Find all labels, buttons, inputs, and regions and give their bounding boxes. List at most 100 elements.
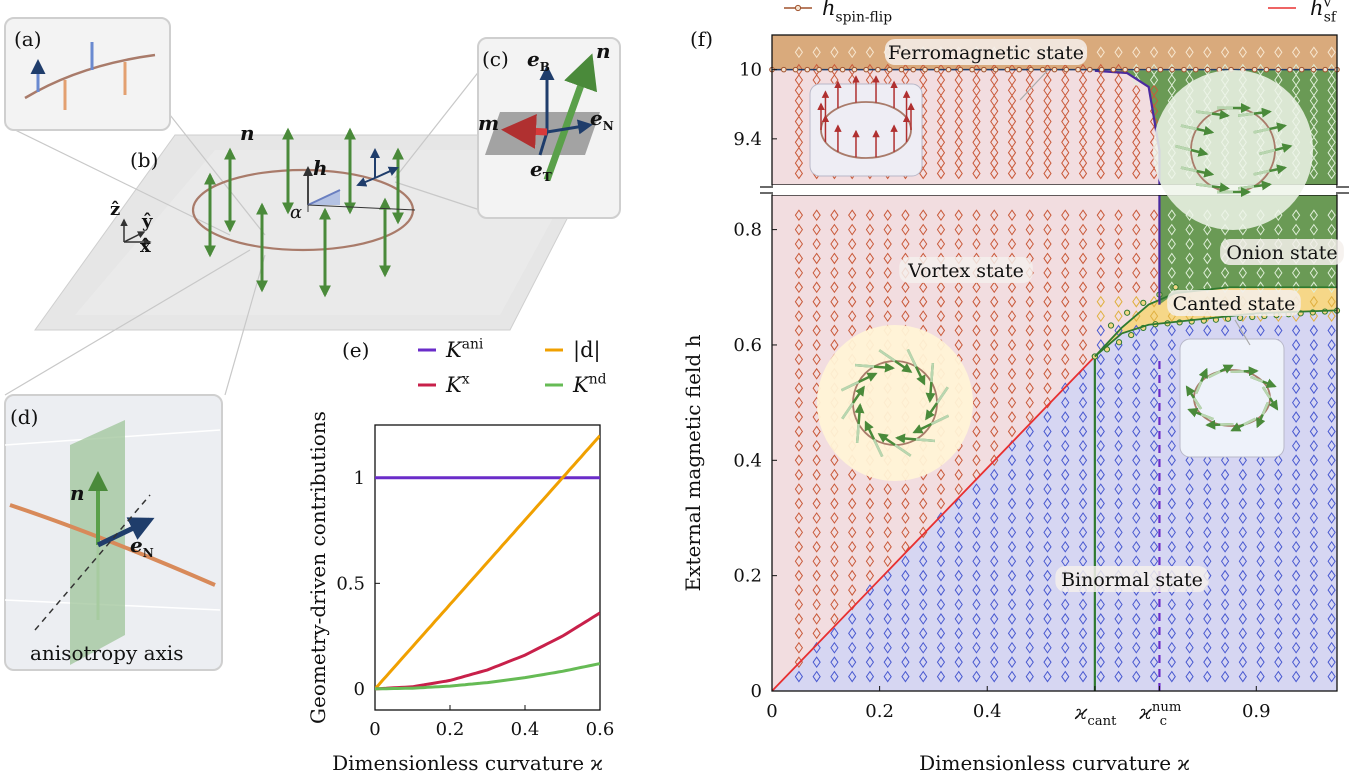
state-marker <box>1114 454 1123 467</box>
state-marker <box>1220 627 1230 640</box>
spin-flip-marker <box>1004 66 1011 73</box>
state-marker <box>1096 656 1105 669</box>
state-marker <box>1061 627 1070 640</box>
panel-c-m: m <box>478 111 499 135</box>
state-marker <box>1061 223 1070 236</box>
state-marker <box>1327 209 1336 222</box>
state-marker <box>1096 146 1105 159</box>
state-marker <box>1149 613 1159 625</box>
state-marker <box>919 656 928 669</box>
state-marker <box>794 281 804 294</box>
state-marker <box>1309 382 1318 395</box>
state-marker <box>1132 238 1141 250</box>
spin-flip-marker <box>875 66 881 73</box>
state-marker <box>972 569 981 582</box>
state-marker <box>901 526 910 539</box>
chart-f-legend: hspin-flip hv sf <box>784 0 1337 25</box>
state-marker <box>954 115 963 128</box>
state-marker <box>1025 324 1034 337</box>
state-marker <box>848 238 857 250</box>
state-marker <box>1007 146 1017 159</box>
state-marker <box>1078 295 1088 308</box>
state-marker <box>1167 46 1176 59</box>
state-marker <box>1061 281 1070 294</box>
legend-label-h-sf: hv sf <box>1310 0 1337 25</box>
state-marker <box>972 310 981 322</box>
state-marker <box>848 223 857 236</box>
state-marker <box>1007 167 1017 180</box>
state-marker <box>1078 526 1088 539</box>
state-marker <box>1185 223 1194 236</box>
state-marker <box>919 497 928 510</box>
state-marker <box>901 641 910 654</box>
state-marker <box>1025 425 1034 438</box>
state-marker <box>1078 497 1088 510</box>
state-marker <box>972 324 981 337</box>
state-marker <box>1203 238 1212 250</box>
state-marker <box>1114 157 1123 169</box>
state-marker <box>1309 126 1318 138</box>
spin-flip-marker <box>780 66 787 73</box>
state-marker <box>1078 396 1088 409</box>
state-marker <box>1061 157 1070 169</box>
axis-break-gap <box>773 185 1336 195</box>
state-marker <box>1291 584 1301 596</box>
state-marker <box>1078 157 1088 169</box>
state-marker <box>1220 497 1230 510</box>
state-marker <box>1025 157 1034 169</box>
spin-flip-marker <box>1110 66 1117 73</box>
spin-flip-marker <box>1251 66 1258 73</box>
state-marker <box>1256 266 1265 279</box>
state-marker <box>972 281 981 294</box>
state-marker <box>1167 512 1176 524</box>
state-marker <box>954 540 963 553</box>
state-marker <box>936 497 946 510</box>
canted-upper-boundary <box>1094 286 1337 358</box>
state-marker <box>1309 46 1318 59</box>
state-marker <box>1291 223 1301 236</box>
state-marker <box>812 468 821 481</box>
state-marker <box>1309 209 1318 222</box>
state-marker <box>1078 74 1088 86</box>
state-marker <box>1078 223 1088 236</box>
state-marker <box>1114 411 1123 423</box>
state-marker <box>1238 641 1247 654</box>
state-marker <box>1078 266 1088 279</box>
state-marker <box>1149 411 1159 423</box>
state-marker <box>1167 483 1176 496</box>
state-marker <box>1256 223 1265 236</box>
state-marker <box>972 136 981 149</box>
state-marker <box>1007 136 1017 149</box>
state-marker <box>1256 63 1265 76</box>
state-marker <box>1256 454 1265 467</box>
state-marker <box>1132 209 1141 222</box>
chart-e-legend-label: |d| <box>573 338 601 363</box>
state-marker <box>1061 512 1070 524</box>
panel-c-label: (c) <box>482 47 509 71</box>
state-marker <box>1238 454 1247 467</box>
state-marker <box>972 209 981 222</box>
state-marker <box>865 569 875 582</box>
state-marker <box>1043 382 1052 395</box>
state-marker <box>919 281 928 294</box>
state-marker <box>954 468 963 481</box>
state-marker <box>1327 483 1336 496</box>
spin-flip-markers <box>769 66 1340 73</box>
state-marker <box>1114 483 1123 496</box>
state-marker <box>1132 295 1141 308</box>
state-marker <box>812 656 821 669</box>
state-marker <box>1149 497 1159 510</box>
state-marker <box>1061 84 1070 97</box>
chart-f-ytick-label: 0.4 <box>733 450 762 471</box>
state-marker <box>901 223 910 236</box>
state-marker <box>794 157 804 169</box>
state-marker <box>919 74 928 86</box>
state-marker <box>1203 656 1212 669</box>
state-marker <box>794 483 804 496</box>
state-marker <box>1167 627 1176 640</box>
state-marker <box>1238 526 1247 539</box>
spin-flip-marker <box>992 66 999 73</box>
state-marker <box>1203 526 1212 539</box>
state-marker <box>1007 74 1017 86</box>
